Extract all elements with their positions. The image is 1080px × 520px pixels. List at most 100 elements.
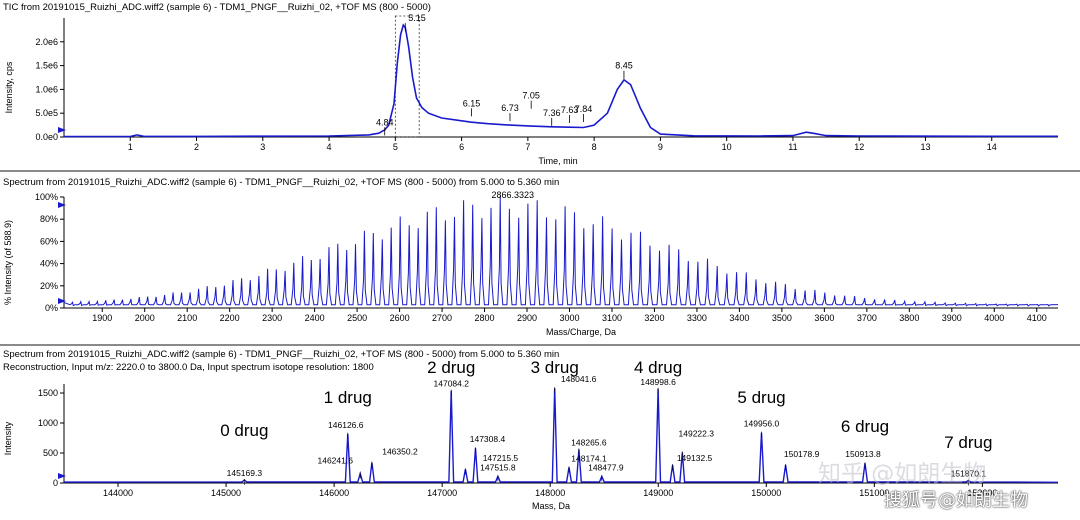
drug-annotation: 2 drug xyxy=(427,358,475,377)
recon-y-tick-label: 1500 xyxy=(38,388,58,398)
mz-x-tick-label: 2600 xyxy=(390,313,410,323)
mz-x-tick-label: 2200 xyxy=(220,313,240,323)
mz-y-tick-label: 40% xyxy=(40,259,58,269)
mz-spectrum-chart[interactable]: 1900 2000 2100 2200 2300 2400 2500 2600 2700 2800… xyxy=(0,172,1080,344)
recon-x-tick-label: 151000 xyxy=(859,488,889,498)
recon-peak-label: 149222.3 xyxy=(679,428,715,438)
recon-peak-label: 147308.4 xyxy=(470,434,506,444)
reconstruction-chart[interactable]: 144000 145000 146000 147000 148000 149000 1500… xyxy=(0,346,1080,520)
mz-x-tick-label: 2400 xyxy=(305,313,325,323)
mz-x-tick-label: 3400 xyxy=(729,313,749,323)
tic-peak-label: 8.45 xyxy=(615,61,633,71)
recon-peak-label: 150913.8 xyxy=(845,449,881,459)
reconstruction-panel: Spectrum from 20191015_Ruizhi_ADC.wiff2 … xyxy=(0,346,1080,520)
tic-peak-label: 7.05 xyxy=(522,91,540,101)
mz-x-tick-label: 3300 xyxy=(687,313,707,323)
tic-x-tick-label: 9 xyxy=(658,142,663,152)
recon-y-tick-label: 500 xyxy=(43,448,58,458)
recon-peak-label: 150178.9 xyxy=(784,449,820,459)
recon-peak-label: 147084.2 xyxy=(434,379,470,389)
tic-x-tick-label: 6 xyxy=(459,142,464,152)
recon-peak-label: 146241.6 xyxy=(317,455,353,465)
mz-trace xyxy=(63,195,1059,307)
tic-x-tick-label: 3 xyxy=(260,142,265,152)
tic-y-tick-label: 1.0e6 xyxy=(35,84,58,94)
drug-annotation: 1 drug xyxy=(324,388,372,407)
drug-annotation: 3 drug xyxy=(531,358,579,377)
recon-peak-label: 151870.1 xyxy=(951,469,987,479)
recon-y-axis-label: Intensity xyxy=(3,421,13,455)
recon-peak-label: 148998.6 xyxy=(640,377,676,387)
recon-x-tick-label: 147000 xyxy=(427,488,457,498)
tic-y-tick-label: 0.0e0 xyxy=(35,132,58,142)
recon-peak-label: 148041.6 xyxy=(561,374,597,384)
tic-baseline-marker xyxy=(58,127,66,133)
mz-x-tick-label: 3600 xyxy=(814,313,834,323)
recon-x-tick-label: 144000 xyxy=(103,488,133,498)
mz-x-tick-label: 3000 xyxy=(559,313,579,323)
mz-y-tick-label: 100% xyxy=(35,192,58,202)
mz-y-tick-label: 80% xyxy=(40,214,58,224)
mz-y-tick-label: 20% xyxy=(40,281,58,291)
tic-y-axis-label: Intensity, cps xyxy=(4,61,14,113)
tic-x-tick-label: 1 xyxy=(128,142,133,152)
drug-annotation: 4 drug xyxy=(634,358,682,377)
tic-chart[interactable]: 1 2 3 4 5 6 7 8 9 10 11 12 13 140.0e05.0e51.0e61.5e62… xyxy=(0,0,1080,170)
tic-peak-label: 6.15 xyxy=(463,98,481,108)
mz-x-tick-label: 2800 xyxy=(475,313,495,323)
drug-annotation: 7 drug xyxy=(944,433,992,452)
tic-y-tick-label: 5.0e5 xyxy=(35,108,58,118)
recon-x-tick-label: 146000 xyxy=(319,488,349,498)
mz-x-tick-label: 4000 xyxy=(984,313,1004,323)
reconstruction-subtitle: Reconstruction, Input m/z: 2220.0 to 380… xyxy=(3,362,374,373)
recon-peak-label: 145169.3 xyxy=(227,468,263,478)
recon-peak-label: 148265.6 xyxy=(571,437,607,447)
recon-x-tick-label: 145000 xyxy=(211,488,241,498)
tic-x-tick-label: 8 xyxy=(592,142,597,152)
zhihu-watermark: 知乎 @如朗生物 xyxy=(818,461,987,487)
drug-annotation: 0 drug xyxy=(220,421,268,440)
tic-x-tick-label: 7 xyxy=(525,142,530,152)
tic-trace xyxy=(64,23,1058,138)
tic-peak-label: 7.63 xyxy=(561,105,579,115)
recon-peak-label: 147515.8 xyxy=(480,462,516,472)
tic-x-tick-label: 12 xyxy=(854,142,864,152)
tic-x-tick-label: 10 xyxy=(722,142,732,152)
tic-peak-label: 7.84 xyxy=(575,104,593,114)
tic-y-tick-label: 2.0e6 xyxy=(35,37,58,47)
recon-peak-label: 146350.2 xyxy=(382,447,418,457)
tic-panel: TIC from 20191015_Ruizhi_ADC.wiff2 (samp… xyxy=(0,0,1080,170)
sohu-watermark: 搜狐号@如朗生物 xyxy=(884,490,1028,511)
mz-x-tick-label: 2700 xyxy=(432,313,452,323)
mz-spectrum-title: Spectrum from 20191015_Ruizhi_ADC.wiff2 … xyxy=(3,177,560,188)
mz-top-marker xyxy=(58,202,66,208)
mz-x-tick-label: 2300 xyxy=(262,313,282,323)
mz-x-tick-label: 3100 xyxy=(602,313,622,323)
recon-x-tick-label: 150000 xyxy=(751,488,781,498)
recon-x-tick-label: 152000 xyxy=(967,488,997,498)
recon-x-tick-label: 149000 xyxy=(643,488,673,498)
tic-y-tick-label: 1.5e6 xyxy=(35,61,58,71)
recon-x-tick-label: 148000 xyxy=(535,488,565,498)
mz-x-tick-label: 3200 xyxy=(644,313,664,323)
mz-x-tick-label: 3500 xyxy=(772,313,792,323)
tic-x-tick-label: 13 xyxy=(920,142,930,152)
recon-peak-label: 149132.5 xyxy=(677,453,713,463)
tic-x-tick-label: 4 xyxy=(327,142,332,152)
recon-peak-label: 147215.5 xyxy=(483,453,519,463)
tic-peak-label: 6.73 xyxy=(501,103,519,113)
reconstruction-title: Spectrum from 20191015_Ruizhi_ADC.wiff2 … xyxy=(3,349,560,360)
mz-x-tick-label: 2000 xyxy=(135,313,155,323)
tic-x-tick-label: 5 xyxy=(393,142,398,152)
tic-x-axis-label: Time, min xyxy=(538,156,577,166)
mz-spectrum-panel: Spectrum from 20191015_Ruizhi_ADC.wiff2 … xyxy=(0,172,1080,344)
mz-baseline-marker xyxy=(58,298,66,304)
mz-peak-label: 2866.3323 xyxy=(491,190,534,200)
recon-baseline-marker xyxy=(58,473,66,479)
tic-peak-label: 7.36 xyxy=(543,108,561,118)
mz-y-tick-label: 0% xyxy=(45,303,58,313)
recon-y-tick-label: 1000 xyxy=(38,418,58,428)
panel-separator-1 xyxy=(0,170,1080,172)
recon-peak-label: 149956.0 xyxy=(744,419,780,429)
tic-title: TIC from 20191015_Ruizhi_ADC.wiff2 (samp… xyxy=(3,2,431,13)
